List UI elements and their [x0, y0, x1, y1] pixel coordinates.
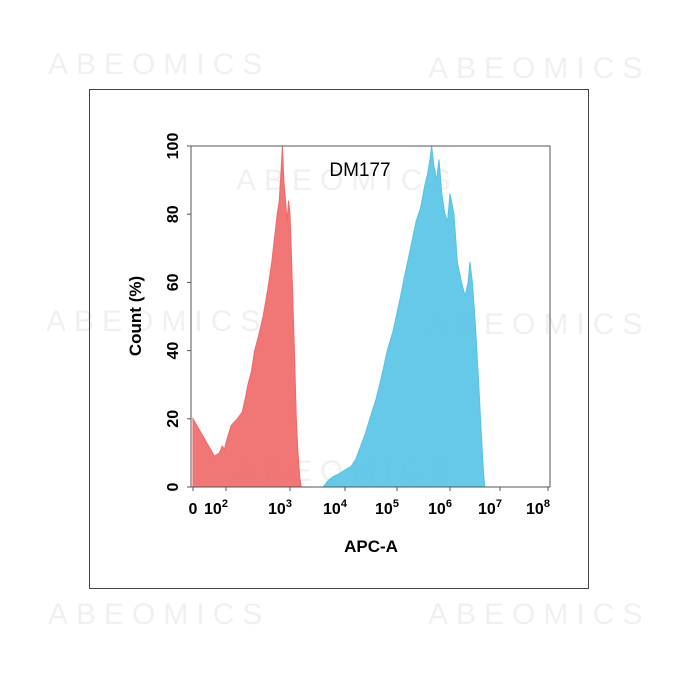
- plot-area: [190, 145, 551, 488]
- x-axis-ticks: 0 102 103 104 105 106 107 108: [189, 487, 550, 518]
- watermark: ABEOMICS: [48, 598, 271, 631]
- watermark: ABEOMICS: [236, 164, 459, 197]
- y-tick-label: 60: [165, 273, 182, 291]
- series-layer: [192, 145, 486, 488]
- x-tick-label: 108: [526, 498, 550, 518]
- watermark: ABEOMICS: [46, 305, 269, 338]
- y-tick-label: 20: [165, 410, 182, 428]
- x-tick-label: 104: [323, 498, 348, 518]
- x-tick-label: 102: [204, 498, 228, 518]
- y-tick-label: 80: [165, 205, 182, 223]
- watermark: ABEOMICS: [428, 598, 651, 631]
- x-axis-title: APC-A: [344, 537, 398, 556]
- y-tick-label: 0: [165, 482, 182, 491]
- watermark: ABEOMICS: [48, 48, 271, 81]
- x-tick-label: 0: [189, 501, 198, 518]
- x-tick-label: 103: [268, 498, 292, 518]
- y-tick-label: 100: [165, 133, 182, 160]
- x-tick-label: 107: [478, 498, 502, 518]
- y-axis-ticks: 0 20 40 60 80 100: [165, 133, 191, 491]
- x-tick-label: 106: [428, 498, 452, 518]
- watermark: ABEOMICS: [428, 52, 651, 85]
- chart-title: DM177: [329, 160, 390, 181]
- y-axis-title: Count (%): [126, 276, 145, 356]
- histogram-series-2: [322, 145, 486, 488]
- x-tick-label: 105: [375, 498, 399, 518]
- histogram-series-1: [192, 145, 302, 488]
- figure-frame: [89, 89, 589, 589]
- y-tick-label: 40: [165, 342, 182, 360]
